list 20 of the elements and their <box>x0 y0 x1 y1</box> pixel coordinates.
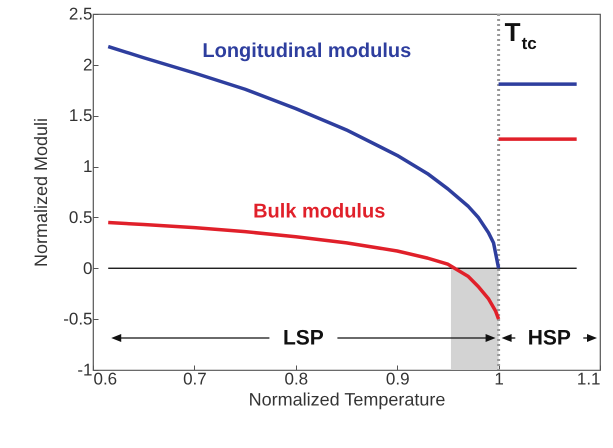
y-tick-label: 1 <box>83 157 92 176</box>
y-tick-label: 2 <box>83 55 92 74</box>
series-label: Bulk modulus <box>253 200 386 223</box>
annotation: LSP <box>282 326 324 350</box>
x-tick-label: 0.7 <box>183 370 207 388</box>
x-tick-label: 1.1 <box>576 370 600 388</box>
x-tick-label: 1 <box>494 370 504 388</box>
y-tick-label: 1.5 <box>68 106 92 126</box>
y-tick-label: 2.5 <box>68 4 92 24</box>
x-tick-label: 0.6 <box>94 370 118 388</box>
y-tick-label: -1 <box>77 360 92 380</box>
x-tick-label: 0.8 <box>284 370 308 388</box>
annotation: HSP <box>528 326 571 350</box>
series-label: Longitudinal modulus <box>202 40 412 62</box>
y-axis-title: Normalized Moduli <box>31 118 52 268</box>
y-tick-label: -0.5 <box>63 310 92 329</box>
y-tick-label: 0.5 <box>68 208 92 227</box>
x-tick-label: 0.9 <box>386 370 410 388</box>
y-tick-label: 0 <box>83 258 92 278</box>
x-axis-title: Normalized Temperature <box>248 390 446 410</box>
